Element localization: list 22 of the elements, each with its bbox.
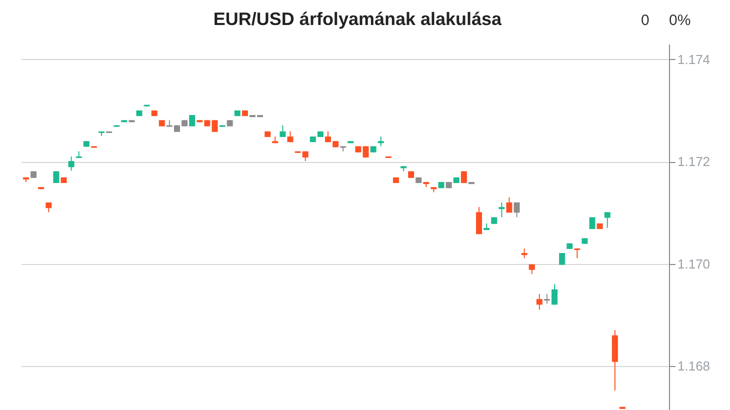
chart-title: EUR/USD árfolyamának alakulása [213, 9, 502, 29]
candlestick [498, 202, 505, 218]
candlestick [544, 293, 550, 304]
candlestick [68, 156, 74, 172]
y-tick-label: 1.168 [678, 358, 710, 374]
y-tick-label: 1.174 [678, 52, 710, 67]
candlestick [506, 196, 512, 214]
y-tick-label: 1.172 [678, 154, 710, 170]
text: 0 [641, 12, 650, 29]
text: 0% [669, 12, 691, 29]
y-tick-label: 1.170 [678, 256, 710, 272]
candlestick [378, 136, 384, 147]
candlestick [212, 120, 218, 132]
candlestick [536, 293, 542, 310]
candlestick [604, 212, 610, 228]
candlestick [552, 284, 558, 306]
candlestick [476, 206, 482, 235]
candlestick [514, 202, 520, 218]
candlestick [521, 248, 528, 259]
candlestick [362, 146, 369, 158]
candlestick [189, 114, 196, 127]
candlestick [559, 252, 566, 266]
